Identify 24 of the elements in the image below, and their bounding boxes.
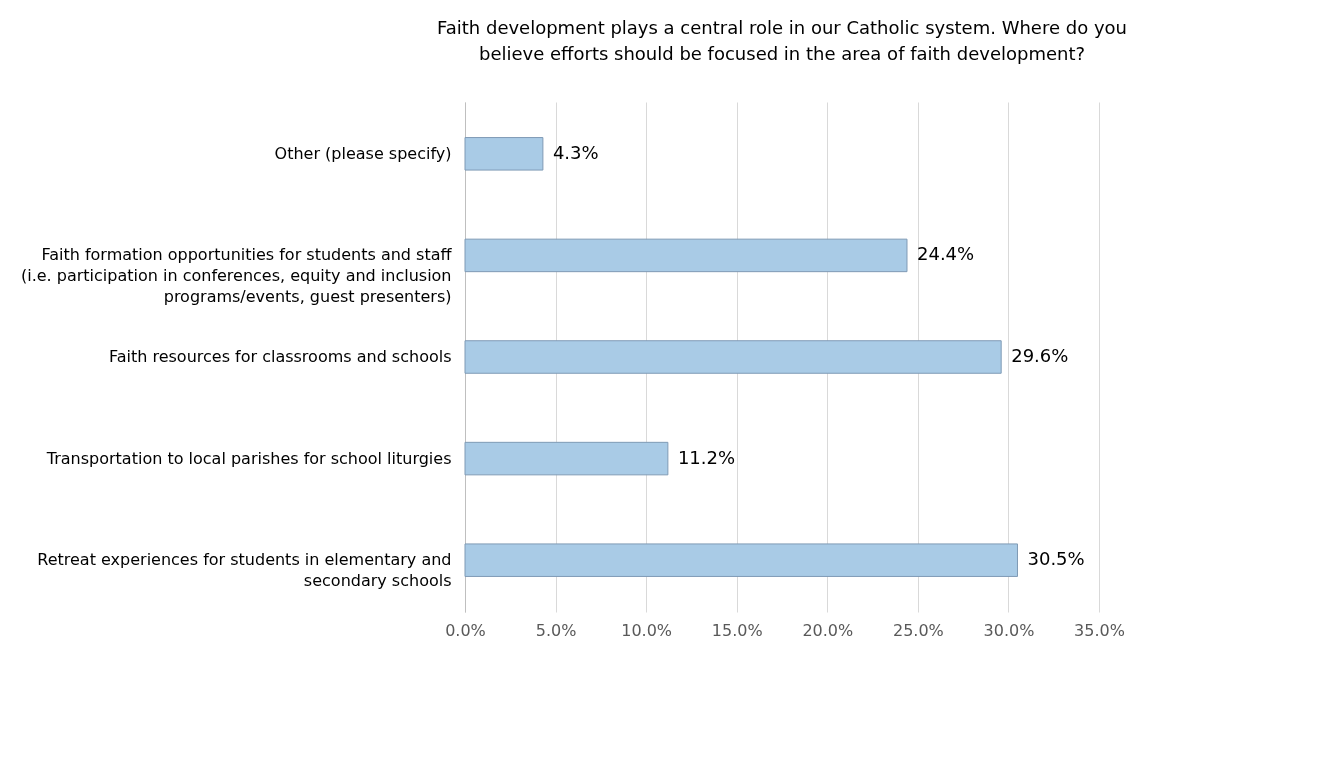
x-tick-label: 25.0% [892,620,944,640]
x-tick-label: 10.0% [621,620,673,640]
bar [464,238,908,273]
x-tick-label: 35.0% [1074,620,1125,640]
y-tick-label: Retreat experiences for students in elementary and secondary schools [37,550,452,591]
data-label: 29.6% [1011,345,1069,366]
data-label: 30.5% [1027,548,1085,570]
bar [464,543,1018,577]
y-tick-label: Transportation to local parishes for school liturgies [45,448,452,468]
chart-title: Faith development plays a central role in our Catholic system. Where do you believe efforts should be focused in the area of faith development? [437,17,1127,64]
x-tick-label: 20.0% [802,620,854,640]
data-label: 11.2% [677,446,736,468]
y-tick-label: Other (please specify) [274,143,452,163]
data-label: 24.4% [916,243,975,265]
x-tick-label: 30.0% [983,620,1035,640]
x-tick-label: 0.0% [445,620,486,640]
y-tick-label: Faith resources for classrooms and schools [108,347,452,366]
bar [464,137,544,171]
data-label: 4.3% [552,141,599,163]
bar [464,441,669,476]
x-tick-label: 5.0% [535,620,577,640]
x-tick-label: 15.0% [711,620,763,640]
y-tick-label: Faith formation opportunities for students and staff (i.e. participation in conferences, equity and inclusion programs/events, guest presenters) [21,245,453,307]
bar [464,340,1002,374]
